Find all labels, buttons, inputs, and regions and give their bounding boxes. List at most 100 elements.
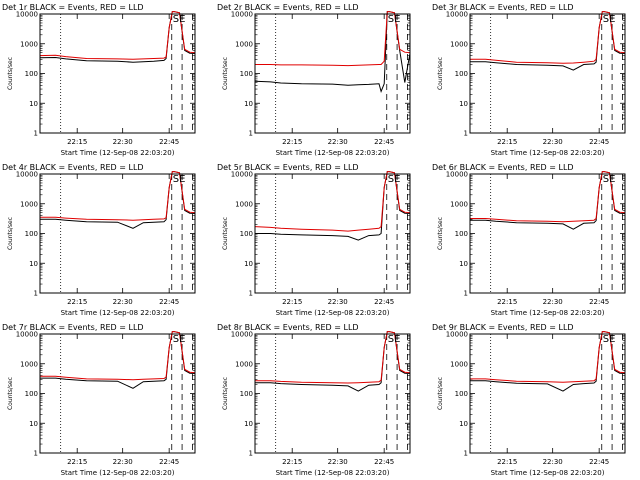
lld-series-line [255, 331, 411, 384]
y-tick-label: 100 [25, 390, 38, 398]
y-tick-label: 1 [464, 130, 468, 138]
y-tick-label: 10000 [16, 171, 38, 179]
x-tick-label: 22:15 [67, 298, 87, 306]
panel-7: Det 7r BLACK = Events, RED = LLD Counts/s… [2, 323, 196, 477]
y-tick-label: 1 [34, 450, 38, 458]
y-tick-label: 10000 [231, 11, 253, 19]
plot-frame [254, 333, 411, 454]
x-axis-label: Start Time (12-Sep-08 22:03:20) [276, 469, 390, 477]
y-tick-label: 100 [25, 230, 38, 238]
x-tick-label: 22:45 [159, 138, 179, 146]
x-tick-label: 22:30 [543, 138, 563, 146]
se-annotation: SE [603, 14, 616, 25]
lld-series-line [40, 171, 196, 221]
y-tick-label: 100 [455, 70, 468, 78]
y-tick-label: 1 [464, 290, 468, 298]
x-tick-label: 22:45 [159, 298, 179, 306]
panel-title: Det 6r BLACK = Events, RED = LLD [432, 163, 574, 172]
y-tick-label: 1 [34, 130, 38, 138]
plot-frame [469, 173, 626, 294]
x-tick-label: 22:15 [67, 458, 87, 466]
events-series-line [470, 171, 626, 230]
panel-title: Det 7r BLACK = Events, RED = LLD [2, 323, 144, 332]
y-tick-label: 1000 [235, 40, 253, 48]
panel-title: Det 5r BLACK = Events, RED = LLD [217, 163, 359, 172]
x-tick-label: 22:30 [113, 138, 133, 146]
y-tick-label: 1000 [20, 360, 38, 368]
y-tick-label: 10000 [231, 331, 253, 339]
x-axis-label: Start Time (12-Sep-08 22:03:20) [61, 469, 175, 477]
y-axis-label: Counts/sec [437, 217, 444, 250]
events-series-line [255, 331, 411, 392]
panel-title: Det 3r BLACK = Events, RED = LLD [432, 3, 574, 12]
y-tick-label: 1000 [235, 200, 253, 208]
x-tick-label: 22:15 [67, 138, 87, 146]
se-annotation: SE [603, 334, 616, 345]
x-tick-label: 22:45 [374, 138, 394, 146]
x-axis-label: Start Time (12-Sep-08 22:03:20) [491, 149, 605, 157]
y-tick-label: 1 [34, 290, 38, 298]
se-annotation: SE [603, 174, 616, 185]
plot-frame [39, 173, 196, 294]
y-axis-label: Counts/sec [222, 377, 229, 410]
x-tick-label: 22:15 [282, 138, 302, 146]
panel-5: Det 5r BLACK = Events, RED = LLD Counts/s… [217, 163, 411, 317]
y-axis-label: Counts/sec [7, 57, 14, 90]
y-tick-label: 10000 [446, 11, 468, 19]
x-axis-label: Start Time (12-Sep-08 22:03:20) [491, 469, 605, 477]
lld-series-line [470, 331, 626, 383]
x-tick-label: 22:30 [113, 298, 133, 306]
y-tick-label: 1 [464, 450, 468, 458]
x-tick-label: 22:30 [543, 458, 563, 466]
y-tick-label: 1000 [450, 360, 468, 368]
se-annotation: SE [173, 174, 186, 185]
y-tick-label: 100 [455, 390, 468, 398]
x-tick-label: 22:15 [282, 298, 302, 306]
y-tick-label: 10 [459, 420, 468, 428]
y-tick-label: 10 [29, 100, 38, 108]
y-tick-label: 10 [459, 100, 468, 108]
x-tick-label: 22:30 [328, 138, 348, 146]
plot-frame [469, 13, 626, 134]
x-tick-label: 22:45 [589, 138, 609, 146]
panel-title: Det 8r BLACK = Events, RED = LLD [217, 323, 359, 332]
panel-title: Det 2r BLACK = Events, RED = LLD [217, 3, 359, 12]
panel-title: Det 4r BLACK = Events, RED = LLD [2, 163, 144, 172]
y-tick-label: 100 [240, 70, 253, 78]
lld-series-line [255, 11, 411, 67]
x-axis-label: Start Time (12-Sep-08 22:03:20) [61, 149, 175, 157]
plot-frame [39, 333, 196, 454]
y-tick-label: 10 [244, 420, 253, 428]
y-tick-label: 1000 [450, 200, 468, 208]
panel-title: Det 9r BLACK = Events, RED = LLD [432, 323, 574, 332]
y-tick-label: 10000 [231, 171, 253, 179]
y-axis-label: Counts/sec [437, 377, 444, 410]
y-tick-label: 1000 [20, 40, 38, 48]
x-tick-label: 22:45 [374, 458, 394, 466]
x-axis-label: Start Time (12-Sep-08 22:03:20) [276, 309, 390, 317]
y-axis-label: Counts/sec [437, 57, 444, 90]
plot-frame [254, 13, 411, 134]
y-tick-label: 10 [29, 420, 38, 428]
lld-series-line [470, 11, 626, 64]
y-tick-label: 1000 [450, 40, 468, 48]
y-tick-label: 10 [459, 260, 468, 268]
x-tick-label: 22:30 [543, 298, 563, 306]
lld-series-line [40, 331, 196, 381]
y-axis-label: Counts/sec [222, 217, 229, 250]
se-annotation: SE [388, 174, 401, 185]
panel-1: Det 1r BLACK = Events, RED = LLD Counts/s… [2, 3, 196, 157]
x-tick-label: 22:45 [159, 458, 179, 466]
y-axis-label: Counts/sec [7, 217, 14, 250]
se-annotation: SE [388, 14, 401, 25]
y-tick-label: 1000 [20, 200, 38, 208]
lld-series-line [470, 171, 626, 223]
y-tick-label: 1000 [235, 360, 253, 368]
y-axis-label: Counts/sec [222, 57, 229, 90]
lld-series-line [254, 171, 411, 232]
x-tick-label: 22:45 [589, 298, 609, 306]
y-tick-label: 100 [240, 230, 253, 238]
x-axis-label: Start Time (12-Sep-08 22:03:20) [491, 309, 605, 317]
panel-title: Det 1r BLACK = Events, RED = LLD [2, 3, 144, 12]
x-axis-label: Start Time (12-Sep-08 22:03:20) [61, 309, 175, 317]
